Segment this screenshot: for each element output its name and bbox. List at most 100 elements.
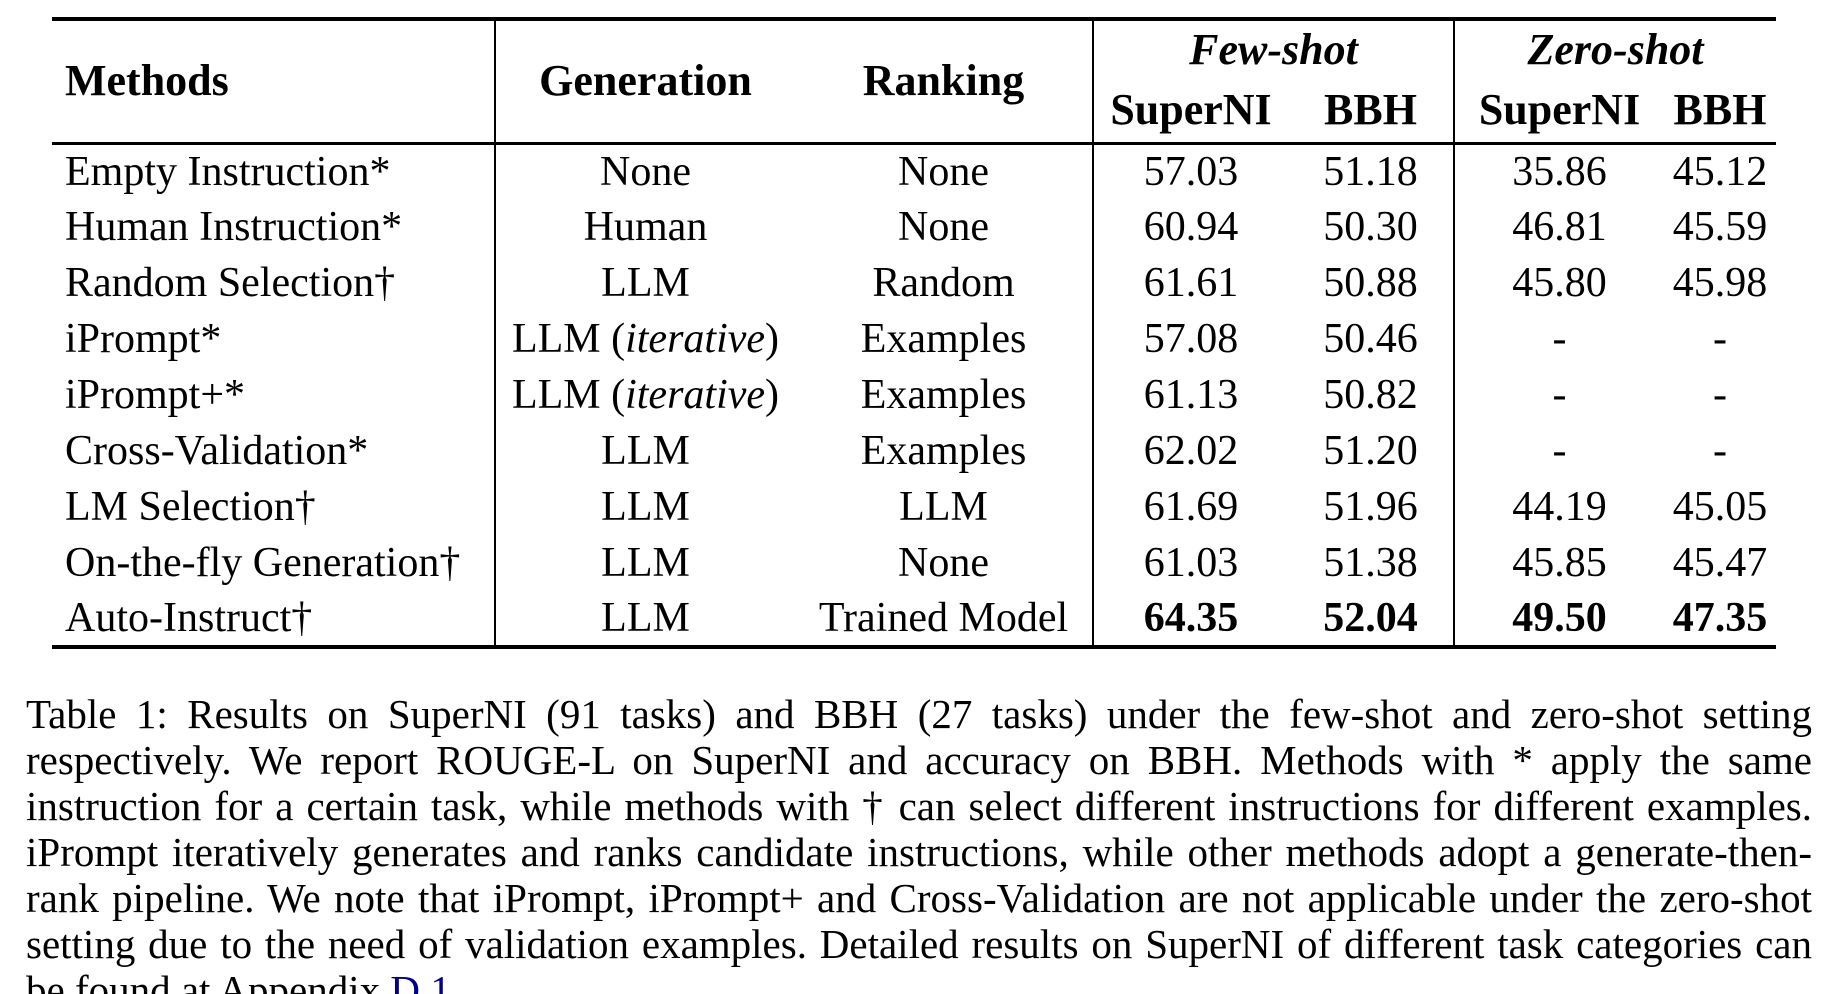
generation-text: LLM — [601, 540, 690, 586]
fewshot-superni-cell: 60.94 — [1143, 204, 1239, 250]
table-body: Empty Instruction* None None 57.03 51.18… — [52, 143, 1776, 647]
results-table: Methods Generation Ranking Few-shot Zero… — [52, 17, 1777, 649]
generation-text: LLM ( — [511, 372, 626, 418]
caption-text-end: . — [450, 967, 461, 994]
generation-text-suffix: ) — [765, 372, 780, 418]
table-row: Cross-Validation* LLM Examples 62.02 51.… — [52, 423, 1776, 479]
ranking-cell: Trained Model — [795, 591, 1094, 647]
column-header-fewshot-bbh: BBH — [1288, 79, 1456, 145]
zeroshot-bbh-cell: 45.47 — [1672, 540, 1768, 586]
generation-cell: LLM (iterative) — [495, 367, 795, 423]
appendix-link[interactable]: D.1 — [390, 967, 451, 994]
zeroshot-superni-cell: 45.80 — [1512, 260, 1607, 306]
fewshot-superni-cell: 61.61 — [1143, 260, 1239, 306]
zeroshot-bbh-cell: 45.98 — [1672, 260, 1768, 306]
zeroshot-superni-cell: 35.86 — [1512, 148, 1607, 195]
ranking-cell: None — [795, 143, 1094, 199]
table-row: Random Selection† LLM Random 61.61 50.88… — [52, 255, 1776, 311]
fewshot-superni-cell: 64.35 — [1143, 595, 1239, 641]
generation-text: LLM — [601, 428, 690, 474]
ranking-cell: Examples — [795, 311, 1094, 367]
generation-text: LLM — [601, 595, 690, 641]
ranking-cell: Examples — [795, 423, 1094, 479]
generation-cell: LLM (iterative) — [495, 311, 795, 367]
generation-cell: LLM — [495, 423, 795, 479]
zeroshot-superni-cell: - — [1552, 428, 1567, 474]
header-row-groups: Methods Generation Ranking Few-shot Zero… — [52, 19, 1776, 145]
ranking-cell: None — [795, 535, 1094, 591]
ranking-cell: LLM — [795, 479, 1094, 535]
ranking-cell: None — [795, 199, 1094, 255]
fewshot-superni-cell: 61.13 — [1143, 372, 1239, 418]
method-cell: Human Instruction* — [52, 199, 496, 255]
zeroshot-bbh-cell: - — [1713, 428, 1728, 474]
method-cell: LM Selection† — [52, 479, 496, 535]
table-header: Methods Generation Ranking Few-shot Zero… — [52, 19, 1777, 145]
table-row: LM Selection† LLM LLM 61.69 51.96 44.19 … — [52, 479, 1776, 535]
generation-cell: LLM — [495, 479, 795, 535]
fewshot-superni-cell: 57.03 — [1143, 148, 1239, 195]
zeroshot-bbh-cell: 45.59 — [1672, 204, 1768, 250]
generation-cell: LLM — [495, 535, 795, 591]
ranking-cell: Examples — [795, 367, 1094, 423]
fewshot-superni-cell: 61.69 — [1143, 484, 1239, 530]
fewshot-superni-cell: 61.03 — [1143, 540, 1239, 586]
column-group-few-shot: Few-shot — [1093, 19, 1456, 79]
zeroshot-superni-cell: 46.81 — [1512, 204, 1607, 250]
generation-cell: LLM — [495, 255, 795, 311]
column-group-zero-shot: Zero-shot — [1527, 25, 1704, 74]
table-row: On-the-fly Generation† LLM None 61.03 51… — [52, 535, 1776, 591]
method-cell: iPrompt+* — [52, 367, 496, 423]
fewshot-bbh-cell: 51.18 — [1288, 143, 1456, 199]
zeroshot-bbh-cell: 45.12 — [1672, 148, 1768, 195]
generation-text: LLM — [601, 484, 690, 530]
caption-text: Table 1: Results on SuperNI (91 tasks) a… — [26, 691, 1812, 994]
zeroshot-superni-cell: - — [1552, 372, 1567, 418]
method-cell: Empty Instruction* — [52, 143, 496, 199]
zeroshot-superni-cell: 49.50 — [1512, 595, 1607, 641]
zeroshot-superni-cell: 44.19 — [1512, 484, 1607, 530]
ranking-cell: Random — [795, 255, 1094, 311]
table-row: Human Instruction* Human None 60.94 50.3… — [52, 199, 1776, 255]
zeroshot-bbh-cell: - — [1713, 372, 1728, 418]
zeroshot-bbh-cell: 45.05 — [1672, 484, 1768, 530]
column-header-zeroshot-bbh: BBH — [1664, 79, 1777, 145]
method-cell: On-the-fly Generation† — [52, 535, 496, 591]
generation-cell: None — [495, 143, 795, 199]
generation-cell: Human — [495, 199, 795, 255]
fewshot-bbh-cell: 50.46 — [1288, 311, 1456, 367]
method-cell: Random Selection† — [52, 255, 496, 311]
column-header-zeroshot-superni: SuperNI — [1454, 79, 1665, 145]
fewshot-superni-cell: 57.08 — [1143, 316, 1239, 362]
fewshot-superni-cell: 62.02 — [1143, 428, 1239, 474]
column-header-generation: Generation — [495, 19, 795, 145]
fewshot-bbh-cell: 50.30 — [1288, 199, 1456, 255]
method-cell: Auto-Instruct† — [52, 591, 496, 647]
header-row-datasets: SuperNI BBH SuperNI BBH — [52, 79, 1777, 145]
column-header-ranking: Ranking — [795, 19, 1094, 145]
table-row-auto-instruct: Auto-Instruct† LLM Trained Model 64.35 5… — [52, 591, 1776, 647]
column-header-methods: Methods — [52, 19, 496, 145]
zeroshot-bbh-cell: - — [1713, 316, 1728, 362]
method-cell: iPrompt* — [52, 311, 496, 367]
column-header-fewshot-superni: SuperNI — [1093, 79, 1288, 145]
fewshot-bbh-cell: 51.20 — [1288, 423, 1456, 479]
generation-text: Human — [583, 204, 708, 250]
fewshot-bbh-cell: 50.82 — [1288, 367, 1456, 423]
table-caption: Table 1: Results on SuperNI (91 tasks) a… — [26, 691, 1812, 994]
fewshot-bbh-cell: 52.04 — [1288, 591, 1456, 647]
generation-italic-text: iterative — [625, 372, 766, 418]
generation-text: None — [600, 148, 691, 195]
generation-italic-text: iterative — [625, 316, 766, 362]
zeroshot-superni-cell: - — [1552, 316, 1567, 362]
table-row: iPrompt* LLM (iterative) Examples 57.08 … — [52, 311, 1776, 367]
zeroshot-bbh-cell: 47.35 — [1672, 595, 1768, 641]
generation-text-suffix: ) — [765, 316, 780, 362]
table-row: iPrompt+* LLM (iterative) Examples 61.13… — [52, 367, 1776, 423]
fewshot-bbh-cell: 51.96 — [1288, 479, 1456, 535]
generation-cell: LLM — [495, 591, 795, 647]
method-cell: Cross-Validation* — [52, 423, 496, 479]
generation-text: LLM — [601, 260, 690, 306]
fewshot-bbh-cell: 50.88 — [1288, 255, 1456, 311]
table-row: Empty Instruction* None None 57.03 51.18… — [52, 143, 1776, 199]
